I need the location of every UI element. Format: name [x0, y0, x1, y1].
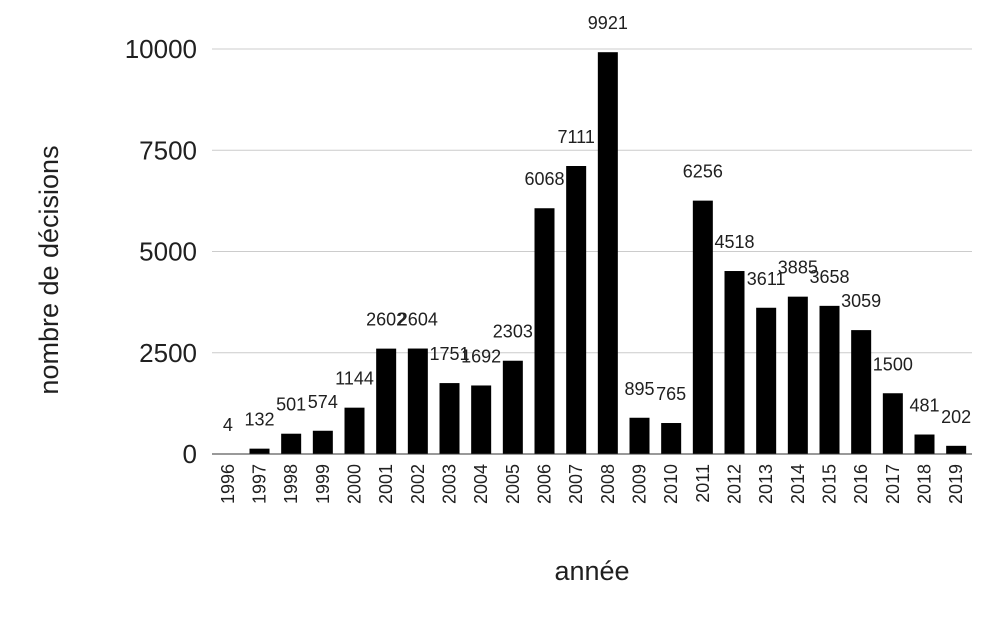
- bar: [439, 383, 460, 454]
- x-tick-label: 2014: [788, 464, 808, 504]
- y-tick-label: 5000: [139, 237, 197, 267]
- data-label: 9921: [588, 13, 628, 33]
- x-tick-label: 1996: [218, 464, 238, 504]
- bar: [819, 305, 840, 454]
- data-label: 3611: [747, 269, 786, 289]
- x-axis-title: année: [554, 556, 629, 586]
- x-tick-label: 2016: [851, 464, 871, 504]
- x-tick-label: 2019: [946, 464, 966, 504]
- data-label: 765: [656, 384, 686, 404]
- data-label: 2303: [493, 322, 533, 342]
- bar: [249, 448, 270, 454]
- data-label: 2604: [398, 310, 438, 330]
- bar: [914, 434, 935, 454]
- data-label: 1144: [335, 369, 374, 389]
- data-label: 202: [941, 407, 971, 427]
- y-tick-label: 2500: [139, 338, 197, 368]
- data-label: 895: [624, 379, 654, 399]
- data-label: 7111: [557, 127, 594, 147]
- bar: [376, 348, 397, 454]
- x-tick-label: 2018: [915, 464, 935, 504]
- x-tick-label: 2009: [630, 464, 650, 504]
- bars: [217, 52, 967, 455]
- x-tick-label: 2004: [471, 464, 491, 504]
- bar: [407, 348, 428, 454]
- y-tick-label: 0: [183, 439, 197, 469]
- x-tick-label: 2006: [535, 464, 555, 504]
- data-label: 3885: [778, 258, 818, 278]
- data-label: 4518: [714, 232, 754, 252]
- x-tick-label: 2003: [440, 464, 460, 504]
- x-tick-label: 2011: [693, 464, 713, 503]
- x-tick-label: 1998: [281, 464, 301, 504]
- x-tick-label: 2005: [503, 464, 523, 504]
- y-axis-title: nombre de décisions: [34, 145, 64, 394]
- data-label: 501: [276, 395, 306, 415]
- y-tick-label: 7500: [139, 135, 197, 165]
- bar: [851, 330, 872, 454]
- x-tick-label: 2012: [725, 464, 745, 504]
- x-tick-label: 2015: [820, 464, 840, 504]
- bar: [566, 166, 587, 454]
- bar: [344, 407, 365, 454]
- y-axis-ticks: 0 2500 5000 7500 10000: [125, 34, 197, 469]
- data-label: 6068: [524, 169, 564, 189]
- bar: [597, 52, 618, 455]
- x-tick-label: 2010: [661, 464, 681, 504]
- x-tick-label: 2000: [345, 464, 365, 504]
- data-label: 574: [308, 392, 338, 412]
- x-tick-label: 2008: [598, 464, 618, 504]
- x-tick-label: 2007: [566, 464, 586, 504]
- grid-lines: [212, 48, 972, 354]
- data-label: 3658: [809, 267, 849, 287]
- x-tick-label: 2001: [376, 464, 396, 504]
- bar: [787, 296, 808, 454]
- data-label: 481: [909, 396, 939, 416]
- bar: [946, 445, 967, 454]
- data-label: 2602: [366, 310, 406, 330]
- data-label: 1500: [873, 354, 913, 374]
- bar: [882, 393, 903, 454]
- y-tick-label: 10000: [125, 34, 197, 64]
- data-label: 132: [244, 410, 274, 430]
- x-tick-label: 2013: [756, 464, 776, 504]
- bar: [534, 208, 555, 454]
- x-axis-ticks: 1996 1997 1998 1999 2000 2001 2002 2003 2004 2005…: [218, 464, 966, 504]
- data-label: 6256: [683, 162, 723, 182]
- bar: [629, 417, 650, 454]
- bar: [471, 385, 492, 454]
- bar: [661, 423, 682, 454]
- bar: [312, 430, 333, 454]
- bar: [756, 307, 777, 454]
- data-label: 1751: [429, 344, 469, 364]
- x-tick-label: 2017: [883, 464, 903, 504]
- data-label: 3059: [841, 291, 881, 311]
- data-label: 4: [223, 415, 233, 435]
- bar: [281, 433, 302, 454]
- x-tick-label: 1997: [250, 464, 270, 504]
- bar: [692, 200, 713, 454]
- bar: [502, 360, 523, 454]
- x-tick-label: 2002: [408, 464, 428, 504]
- bar: [724, 271, 745, 454]
- x-tick-label: 1999: [313, 464, 333, 504]
- data-label: 1692: [461, 346, 501, 366]
